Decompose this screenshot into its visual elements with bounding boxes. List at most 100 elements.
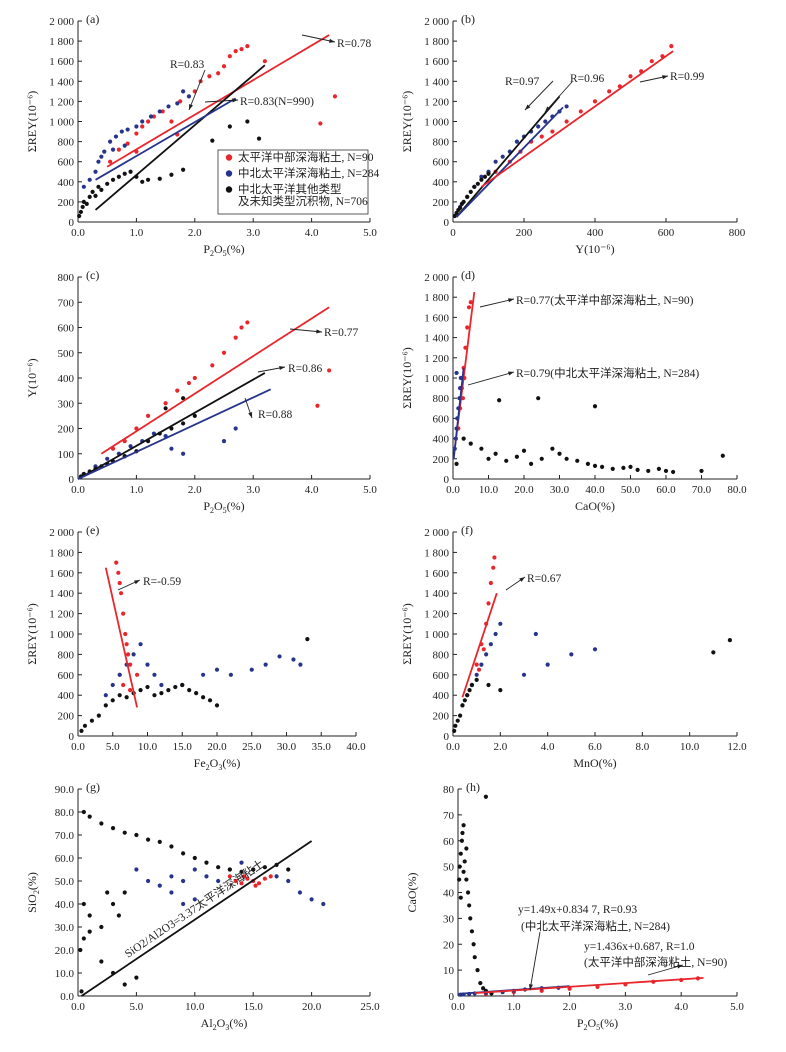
data-point-blue bbox=[228, 672, 233, 677]
data-point-red bbox=[128, 662, 133, 667]
data-point-black bbox=[472, 184, 477, 189]
y-tick-label: 40.0 bbox=[55, 899, 75, 911]
y-axis-label: SiO2​(%) bbox=[25, 872, 41, 913]
data-point-red bbox=[262, 59, 267, 64]
arrow-head bbox=[525, 104, 531, 110]
y-tick-label: 600 bbox=[433, 670, 450, 682]
x-tick-label: 2.0 bbox=[493, 741, 507, 753]
x-tick-label: 2.0 bbox=[188, 484, 202, 496]
y-tick-label: 1 400 bbox=[424, 588, 449, 600]
data-point-blue bbox=[521, 672, 527, 677]
y-tick-label: 600 bbox=[58, 670, 75, 682]
data-point-black bbox=[465, 693, 470, 698]
y-axis-label: ΣREY(10⁻⁶) bbox=[400, 603, 414, 665]
y-tick-label: 1 400 bbox=[49, 588, 74, 600]
arrow-head bbox=[316, 329, 322, 334]
annotation-arrow bbox=[544, 81, 573, 113]
data-point-red bbox=[216, 71, 221, 76]
x-tick-label: 4.0 bbox=[305, 484, 319, 496]
data-point-black bbox=[262, 865, 267, 870]
data-point-black bbox=[486, 682, 491, 688]
arrow-head bbox=[508, 298, 514, 303]
data-point-black bbox=[159, 691, 164, 696]
annotation-label: R=0.83(N=990) bbox=[240, 96, 314, 108]
y-tick-label: 2 000 bbox=[424, 527, 449, 539]
x-tick-label: 0.0 bbox=[446, 484, 460, 496]
panel-label: (a) bbox=[86, 12, 99, 26]
data-point-blue bbox=[102, 149, 107, 154]
y-tick-label: 100 bbox=[58, 449, 75, 461]
x-tick-label: 20.0 bbox=[302, 1001, 322, 1013]
data-point-black bbox=[464, 877, 469, 882]
annotation-arrow bbox=[524, 80, 554, 111]
y-axis-label: ΣREY(10⁻⁶) bbox=[400, 347, 414, 409]
data-point-blue bbox=[488, 642, 493, 647]
data-point-blue bbox=[128, 444, 133, 449]
data-point-black bbox=[227, 124, 232, 129]
x-tick-label: 200 bbox=[516, 227, 533, 239]
fit-line-red bbox=[100, 306, 330, 455]
data-point-blue bbox=[169, 890, 174, 895]
data-point-black bbox=[77, 213, 82, 219]
data-point-red bbox=[486, 601, 491, 606]
legend-item-label: 太平洋中部深海粘土, N=90 bbox=[238, 150, 374, 164]
data-point-red bbox=[233, 878, 238, 884]
data-point-black bbox=[514, 454, 520, 459]
y-tick-label: 20 bbox=[443, 939, 455, 951]
data-point-black bbox=[457, 877, 462, 882]
data-point-blue bbox=[148, 114, 154, 119]
panel-label: (c) bbox=[86, 268, 99, 282]
data-point-black bbox=[110, 698, 115, 703]
data-point-black bbox=[536, 396, 541, 401]
data-point-red bbox=[145, 119, 151, 124]
y-tick-label: 700 bbox=[58, 297, 75, 309]
data-point-black bbox=[227, 867, 232, 872]
y-tick-label: 1 200 bbox=[49, 609, 74, 621]
annotation-label: SiO2/Al2O3=3.37太平洋深海粘土 bbox=[122, 856, 267, 960]
data-point-black bbox=[460, 703, 465, 708]
data-point-red bbox=[539, 134, 544, 139]
x-axis-label: P2​O5​(%) bbox=[203, 242, 244, 258]
data-point-black bbox=[483, 794, 488, 799]
y-tick-label: 1 200 bbox=[424, 353, 449, 365]
data-point-black bbox=[99, 821, 104, 826]
y-tick-label: 800 bbox=[58, 272, 75, 284]
data-point-black bbox=[539, 456, 544, 461]
data-point-black bbox=[461, 199, 466, 204]
x-tick-label: 4.0 bbox=[674, 1001, 688, 1013]
panel-label: (e) bbox=[86, 523, 99, 537]
arrow-head bbox=[528, 984, 533, 990]
data-point-black bbox=[122, 890, 127, 895]
data-point-black bbox=[663, 468, 669, 474]
data-point-black bbox=[479, 446, 484, 451]
data-point-black bbox=[475, 181, 480, 186]
data-point-red bbox=[116, 570, 121, 575]
data-point-red bbox=[607, 89, 612, 94]
data-point-black bbox=[157, 839, 162, 845]
data-point-blue bbox=[105, 456, 110, 461]
data-point-black bbox=[481, 986, 486, 991]
y-tick-label: 400 bbox=[433, 177, 450, 189]
data-point-blue bbox=[93, 169, 98, 174]
data-point-red bbox=[118, 591, 124, 596]
y-tick-label: 30.0 bbox=[55, 922, 75, 934]
data-point-blue bbox=[125, 127, 130, 132]
data-point-red bbox=[169, 119, 174, 124]
data-point-blue bbox=[181, 451, 186, 456]
y-tick-label: 10.0 bbox=[55, 968, 75, 980]
y-axis-label: ΣREY(10⁻⁶) bbox=[400, 91, 414, 153]
data-point-black bbox=[699, 468, 704, 474]
data-point-red bbox=[160, 109, 165, 114]
data-point-black bbox=[87, 814, 92, 819]
y-tick-label: 1 000 bbox=[49, 629, 74, 641]
data-point-black bbox=[458, 895, 463, 900]
x-axis-label: P2​O5​(%) bbox=[203, 499, 244, 515]
x-tick-label: 8.0 bbox=[635, 741, 649, 753]
x-tick-label: 20.0 bbox=[514, 484, 534, 496]
y-tick-label: 1 400 bbox=[424, 76, 449, 88]
data-point-red bbox=[476, 667, 482, 672]
y-tick-label: 200 bbox=[433, 711, 450, 723]
data-point-blue bbox=[233, 426, 238, 431]
data-point-red bbox=[123, 631, 128, 637]
panel-f: 0 200 400 600 800 1 000 1 200 1 400 1 600 1 800 2 … bbox=[400, 523, 747, 770]
